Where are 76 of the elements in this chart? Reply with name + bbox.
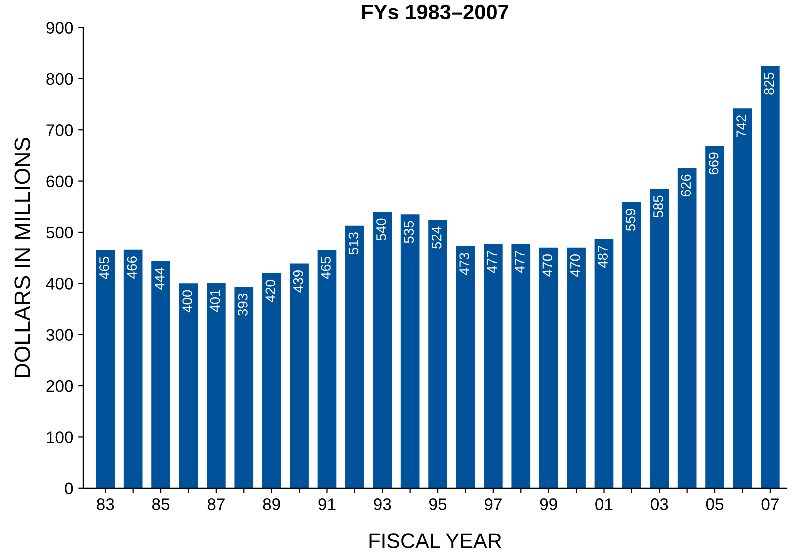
bar	[262, 273, 282, 488]
y-tick-label: 500	[46, 226, 74, 239]
x-tick-label: 83	[97, 498, 114, 510]
bar	[207, 283, 226, 488]
bar	[594, 239, 614, 488]
bar	[484, 244, 503, 488]
x-tick-label: 01	[596, 498, 613, 510]
data-label: 465	[321, 257, 331, 280]
bar	[234, 287, 254, 488]
bar	[539, 248, 558, 488]
bar	[678, 168, 697, 488]
chart-title: FYs 1983–2007	[362, 4, 508, 20]
bar	[761, 66, 780, 488]
x-tick-label: 95	[430, 498, 447, 510]
data-label: 669	[708, 152, 719, 175]
data-label: 585	[654, 196, 664, 218]
y-tick-label: 300	[46, 329, 74, 342]
data-label: 477	[487, 251, 498, 274]
data-label: 626	[681, 174, 692, 197]
bar	[428, 220, 448, 488]
data-label: 465	[100, 257, 110, 280]
data-label: 513	[348, 232, 359, 255]
bar	[567, 248, 586, 488]
bar	[512, 244, 531, 488]
y-tick-label: 900	[46, 22, 74, 34]
x-tick-label: 85	[152, 498, 170, 510]
y-axis-title: DOLLARS IN MILLIONS	[14, 138, 30, 378]
y-tick-label: 600	[46, 176, 74, 188]
y-tick-label: 700	[46, 124, 74, 136]
data-label: 742	[736, 115, 746, 138]
data-label: 477	[515, 251, 525, 274]
data-label: 473	[460, 253, 470, 276]
bar	[650, 188, 670, 488]
data-label: 487	[598, 246, 608, 268]
bar	[96, 250, 116, 488]
y-tick-label: 0	[65, 482, 74, 495]
bar	[733, 108, 752, 488]
x-tick-label: 99	[540, 498, 558, 510]
x-tick-label: 03	[651, 498, 668, 510]
bar	[400, 214, 420, 488]
bar	[124, 250, 143, 488]
data-label: 470	[570, 254, 580, 277]
bar	[318, 250, 337, 488]
bar	[152, 261, 170, 488]
x-tick-label: 07	[762, 498, 779, 510]
y-tick-label: 200	[46, 380, 74, 392]
bar	[456, 246, 476, 488]
y-tick-label: 100	[47, 432, 74, 444]
bar	[622, 202, 642, 488]
x-tick-label: 91	[318, 498, 336, 510]
bar	[706, 146, 724, 488]
data-label: 444	[155, 268, 165, 290]
bar	[346, 226, 364, 488]
data-label: 559	[626, 209, 636, 232]
x-tick-label: 89	[263, 498, 280, 510]
data-label: 393	[238, 294, 248, 316]
data-label: 535	[404, 221, 414, 244]
data-label: 401	[210, 290, 220, 312]
data-label: 420	[266, 280, 276, 302]
x-tick-label: 87	[208, 498, 225, 510]
data-label: 400	[182, 290, 192, 313]
y-tick-label: 400	[46, 278, 74, 290]
data-label: 439	[293, 270, 304, 293]
data-label: 470	[542, 254, 553, 277]
bar	[373, 212, 392, 488]
bar	[179, 284, 198, 488]
x-tick-label: 97	[484, 498, 502, 510]
x-tick-label: 93	[374, 498, 392, 510]
data-label: 825	[764, 72, 774, 95]
x-axis-title: FISCAL YEAR	[370, 534, 502, 548]
data-label: 524	[432, 226, 442, 249]
x-tick-label: 05	[706, 498, 724, 510]
data-label: 466	[127, 256, 138, 279]
bar	[290, 264, 309, 488]
data-label: 540	[376, 218, 386, 241]
y-tick-label: 800	[46, 73, 74, 86]
